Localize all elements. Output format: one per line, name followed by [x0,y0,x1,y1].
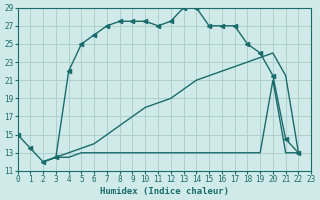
X-axis label: Humidex (Indice chaleur): Humidex (Indice chaleur) [100,187,229,196]
